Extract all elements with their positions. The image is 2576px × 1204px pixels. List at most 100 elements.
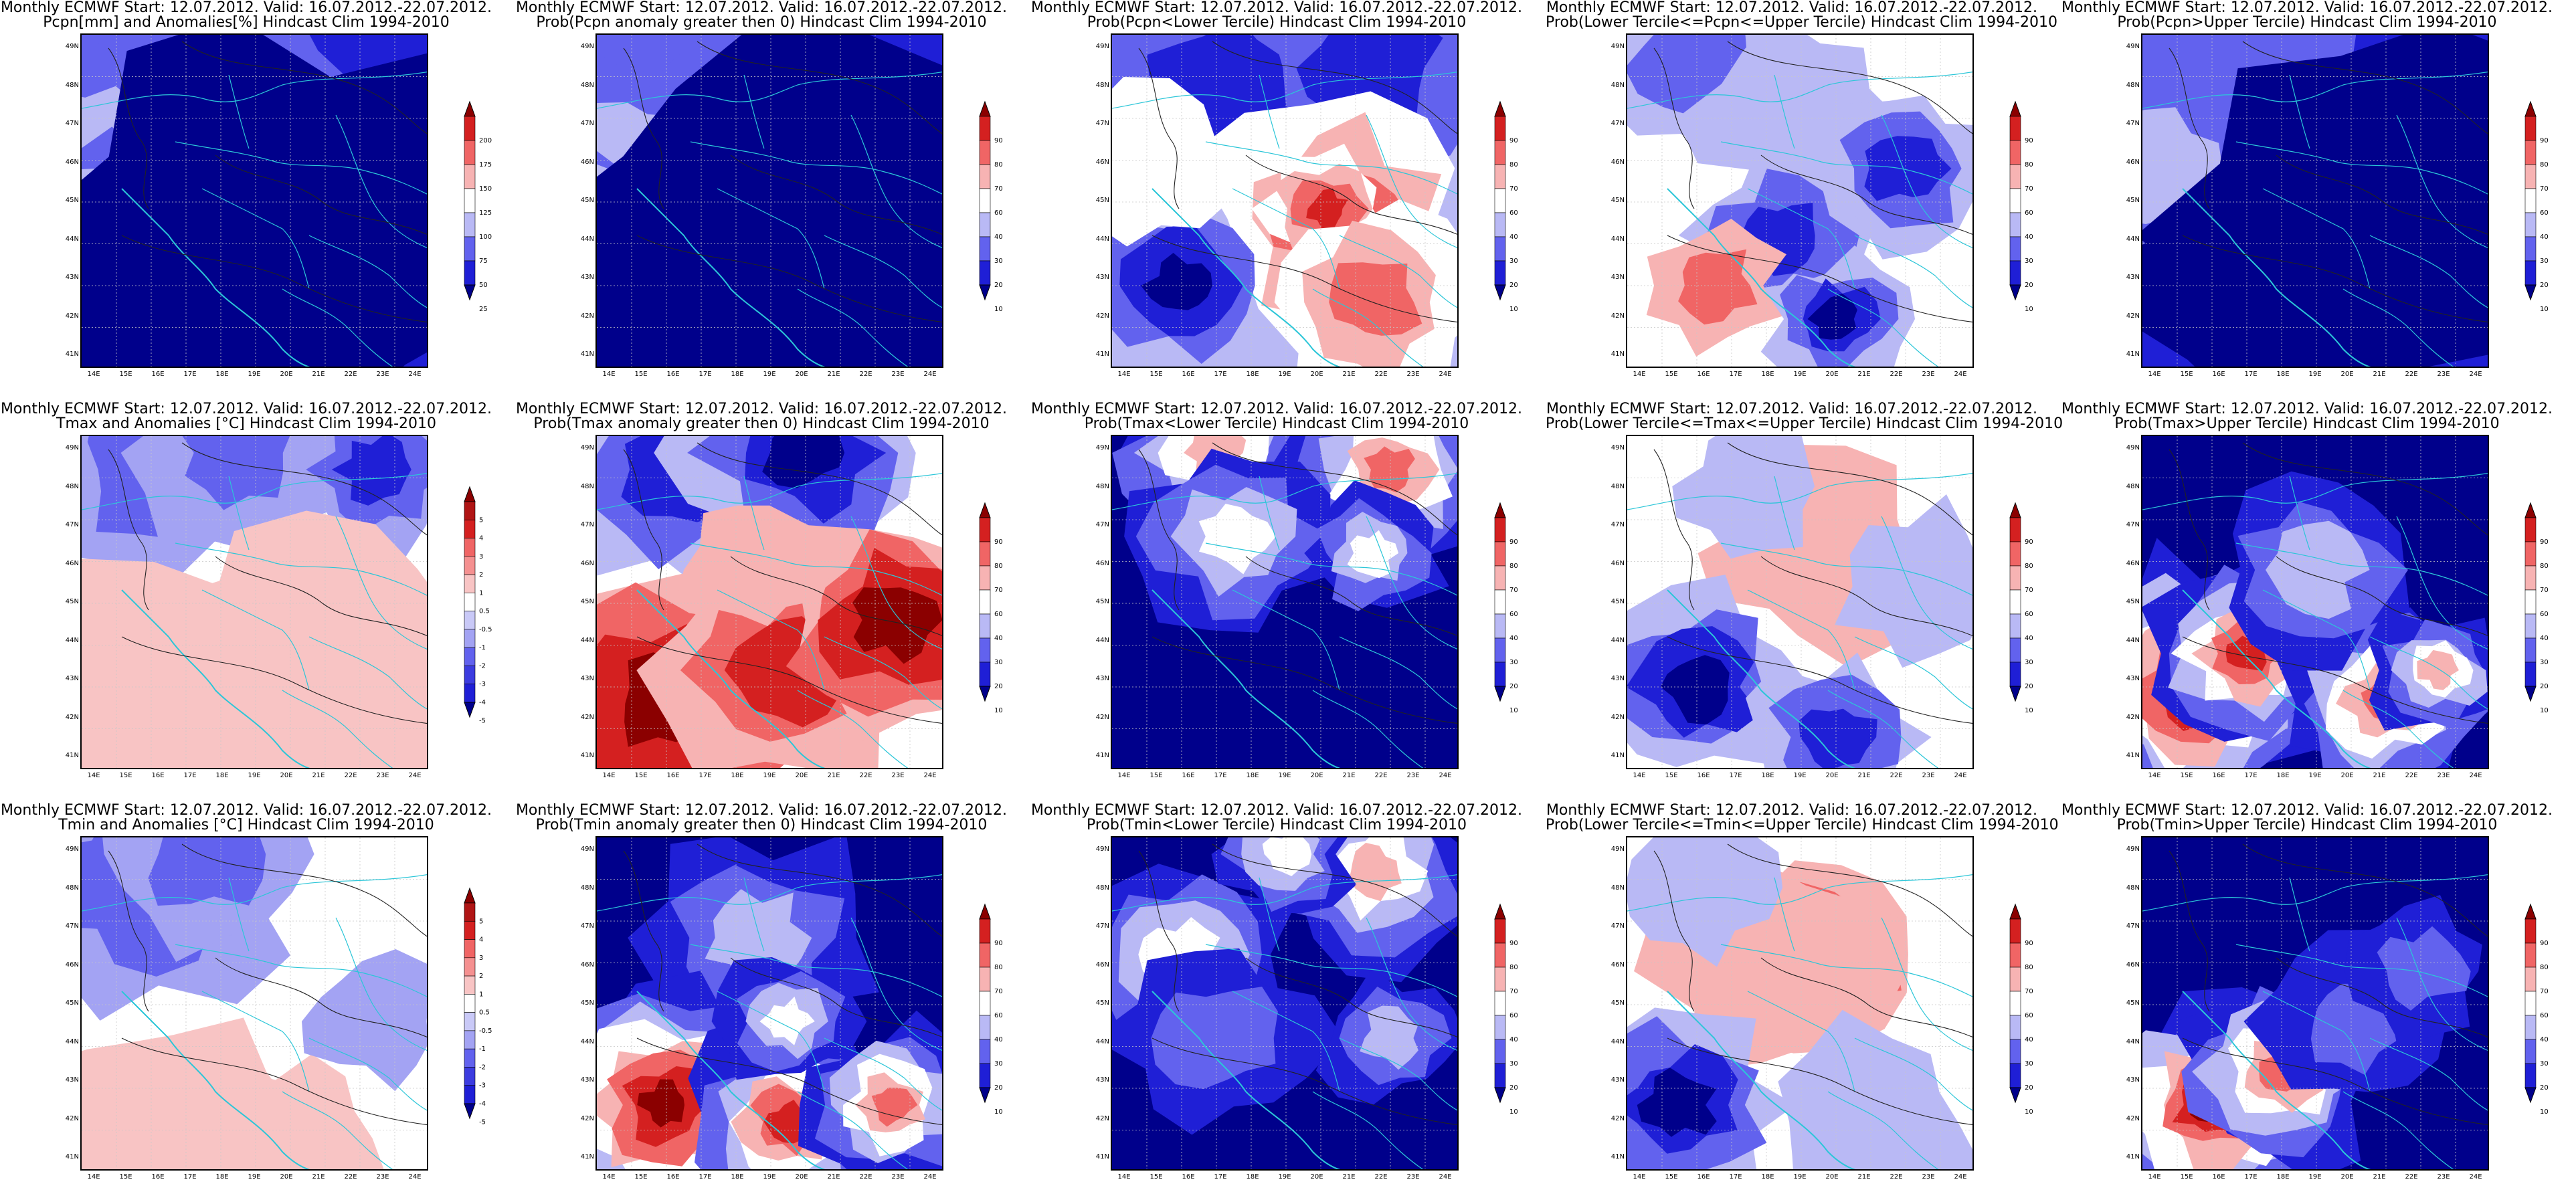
latitude-tick-label: 48N — [1095, 884, 1109, 892]
latitude-tick-label: 47N — [2126, 120, 2140, 127]
colorbar-legend: 90 80 70 60 40 30 20 10 — [1492, 100, 1532, 313]
colorbar-swatch — [979, 1039, 991, 1064]
longitude-tick-label: 22E — [344, 1173, 357, 1181]
longitude-tick-label: 14E — [1633, 371, 1646, 378]
latitude-tick-label: 47N — [65, 120, 79, 127]
latitude-tick-label: 42N — [65, 1114, 79, 1122]
longitude-tick-label: 14E — [2148, 772, 2161, 779]
forecast-map — [1626, 33, 1974, 368]
latitude-tick-label: 47N — [1095, 120, 1109, 127]
longitude-tick-label: 16E — [666, 772, 680, 779]
latitude-tick-label: 48N — [1611, 81, 1625, 89]
latitude-tick-label: 43N — [580, 675, 594, 682]
longitude-tick-label: 21E — [1857, 772, 1871, 779]
colorbar-tick-label: 70 — [1509, 988, 1518, 995]
latitude-tick-label: 44N — [1095, 235, 1109, 243]
latitude-tick-label: 46N — [65, 961, 79, 969]
longitude-tick-label: 23E — [891, 1173, 905, 1181]
map-panel-tmax-3: Monthly ECMWF Start: 12.07.2012. Valid: … — [1030, 401, 1546, 803]
colorbar-swatch — [979, 991, 991, 1016]
colorbar-tick-label: 60 — [2025, 1012, 2033, 1019]
longitude-tick-label: 24E — [408, 371, 422, 378]
colorbar-tick-label: 4 — [479, 535, 483, 542]
latitude-tick-label: 42N — [1611, 1114, 1625, 1122]
latitude-tick-label: 46N — [65, 158, 79, 166]
longitude-tick-label: 21E — [1342, 1173, 1356, 1181]
latitude-tick-label: 41N — [1611, 350, 1625, 358]
colorbar-swatch — [1494, 188, 1506, 213]
latitude-tick-label: 43N — [1611, 1076, 1625, 1084]
latitude-tick-label: 46N — [1095, 158, 1109, 166]
colorbar-swatch — [464, 236, 476, 262]
latitude-tick-label: 44N — [1611, 235, 1625, 243]
longitude-tick-label: 18E — [1246, 371, 1259, 378]
latitude-tick-label: 47N — [2126, 922, 2140, 930]
longitude-tick-label: 24E — [2469, 371, 2482, 378]
longitude-tick-label: 16E — [151, 371, 165, 378]
latitude-tick-label: 43N — [580, 1076, 594, 1084]
colorbar-tick-label: -5 — [479, 1118, 486, 1126]
longitude-tick-label: 17E — [2244, 1173, 2258, 1181]
colorbar-tick-label: 40 — [994, 233, 1003, 241]
colorbar-tick-label: 10 — [2025, 707, 2033, 714]
longitude-tick-label: 16E — [1697, 1173, 1710, 1181]
colorbar: 90 80 70 60 40 30 20 10 — [2009, 100, 2033, 313]
longitude-tick-label: 23E — [1406, 772, 1420, 779]
colorbar-tick-label: 10 — [1509, 306, 1518, 313]
longitude-tick-label: 19E — [248, 772, 261, 779]
longitude-tick-label: 18E — [1246, 772, 1259, 779]
colorbar-swatch — [1494, 589, 1506, 615]
colorbar: 90 80 70 60 40 30 20 10 — [2524, 100, 2549, 313]
longitude-tick-label: 19E — [2308, 371, 2322, 378]
colorbar-swatch — [2524, 991, 2537, 1016]
longitude-tick-label: 22E — [1374, 772, 1388, 779]
colorbar-swatch — [979, 942, 991, 968]
colorbar-swatch — [2524, 116, 2537, 141]
longitude-tick-label: 20E — [2340, 772, 2354, 779]
colorbar-swatch — [464, 1012, 476, 1031]
colorbar-swatch — [1494, 1063, 1506, 1088]
longitude-tick-label: 20E — [1310, 371, 1323, 378]
latitude-tick-label: 48N — [580, 482, 594, 490]
colorbar-tick-label: 80 — [1509, 161, 1518, 169]
latitude-tick-label: 45N — [2126, 999, 2140, 1007]
colorbar-legend: 90 80 70 60 40 30 20 10 — [977, 100, 1017, 313]
latitude-tick-label: 45N — [1611, 999, 1625, 1007]
colorbar-swatch — [2524, 967, 2537, 992]
latitude-tick-label: 47N — [65, 521, 79, 528]
colorbar-swatch — [2009, 164, 2021, 189]
latitude-tick-label: 48N — [65, 482, 79, 490]
colorbar-swatch — [464, 574, 476, 593]
colorbar-swatch — [1494, 613, 1506, 639]
longitude-tick-label: 14E — [1117, 772, 1131, 779]
longitude-tick-label: 15E — [1665, 772, 1678, 779]
map-panel-tmin-3: Monthly ECMWF Start: 12.07.2012. Valid: … — [1030, 803, 1546, 1204]
longitude-tick-label: 20E — [1310, 772, 1323, 779]
latitude-tick-label: 43N — [580, 274, 594, 281]
longitude-tick-label: 21E — [827, 772, 840, 779]
colorbar-swatch — [979, 662, 991, 687]
longitude-tick-label: 19E — [1278, 1173, 1291, 1181]
panel-title-line2: Prob(Lower Tercile<=Pcpn<=Upper Tercile)… — [1546, 14, 2057, 31]
colorbar: 90 80 70 60 40 30 20 10 — [2524, 903, 2549, 1116]
colorbar-tick-label: 10 — [1509, 1108, 1518, 1116]
panel-title-line2: Prob(Tmax>Upper Tercile) Hindcast Clim 1… — [2114, 415, 2500, 432]
panel-title-line2: Prob(Pcpn>Upper Tercile) Hindcast Clim 1… — [2117, 14, 2497, 31]
longitude-tick-label: 15E — [119, 772, 132, 779]
longitude-tick-label: 22E — [344, 371, 357, 378]
latitude-tick-label: 48N — [580, 884, 594, 892]
latitude-tick-label: 42N — [65, 713, 79, 721]
colorbar-swatch — [1494, 212, 1506, 237]
latitude-tick-label: 42N — [2126, 713, 2140, 721]
longitude-tick-label: 20E — [1825, 1173, 1839, 1181]
colorbar-tick-label: 60 — [994, 1012, 1003, 1019]
longitude-tick-label: 20E — [795, 371, 808, 378]
colorbar-swatch — [1494, 1015, 1506, 1040]
latitude-tick-label: 45N — [580, 197, 594, 204]
colorbar-swatch — [979, 260, 991, 286]
longitude-tick-label: 21E — [2373, 371, 2386, 378]
colorbar-swatch — [2009, 116, 2021, 141]
latitude-tick-label: 44N — [580, 235, 594, 243]
longitude-tick-label: 20E — [1310, 1173, 1323, 1181]
colorbar-swatch — [1494, 662, 1506, 687]
